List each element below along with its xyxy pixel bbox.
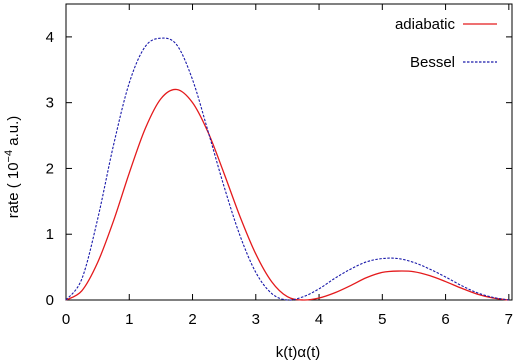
series-bessel-line bbox=[65, 37, 509, 301]
y-tick-label: 3 bbox=[46, 95, 54, 112]
series-adiabatic-line bbox=[65, 88, 509, 301]
legend-label-adiabatic: adiabatic bbox=[395, 16, 456, 33]
x-tick-label: 2 bbox=[188, 311, 196, 328]
x-axis-ticks: 0 1 2 3 4 5 6 7 bbox=[62, 4, 513, 328]
x-tick-label: 5 bbox=[378, 311, 386, 328]
x-tick-label: 6 bbox=[441, 311, 449, 328]
plot-border bbox=[65, 3, 513, 301]
y-axis-label: rate ( 10−4 a.u.) bbox=[3, 116, 22, 219]
x-tick-label: 1 bbox=[125, 311, 133, 328]
x-tick-label: 7 bbox=[505, 311, 513, 328]
plot-frame bbox=[65, 3, 513, 301]
x-tick-label: 0 bbox=[62, 311, 70, 328]
y-tick-label: 2 bbox=[46, 160, 54, 177]
y-tick-label: 1 bbox=[46, 226, 54, 243]
x-axis-label: k(t)α(t) bbox=[276, 344, 321, 361]
y-tick-label: 4 bbox=[46, 29, 54, 46]
y-axis-label-suffix: a.u.) bbox=[5, 116, 22, 150]
y-axis-label-exponent: −4 bbox=[3, 150, 15, 163]
x-tick-label: 4 bbox=[315, 311, 323, 328]
y-axis-label-prefix: rate ( 10 bbox=[5, 162, 22, 218]
y-axis-ticks: 0 1 2 3 4 bbox=[46, 29, 512, 309]
legend-label-bessel: Bessel bbox=[410, 54, 455, 71]
x-tick-label: 3 bbox=[252, 311, 260, 328]
series-layer bbox=[65, 37, 509, 301]
y-tick-label: 0 bbox=[46, 292, 54, 309]
legend: adiabatic Bessel bbox=[395, 16, 497, 71]
